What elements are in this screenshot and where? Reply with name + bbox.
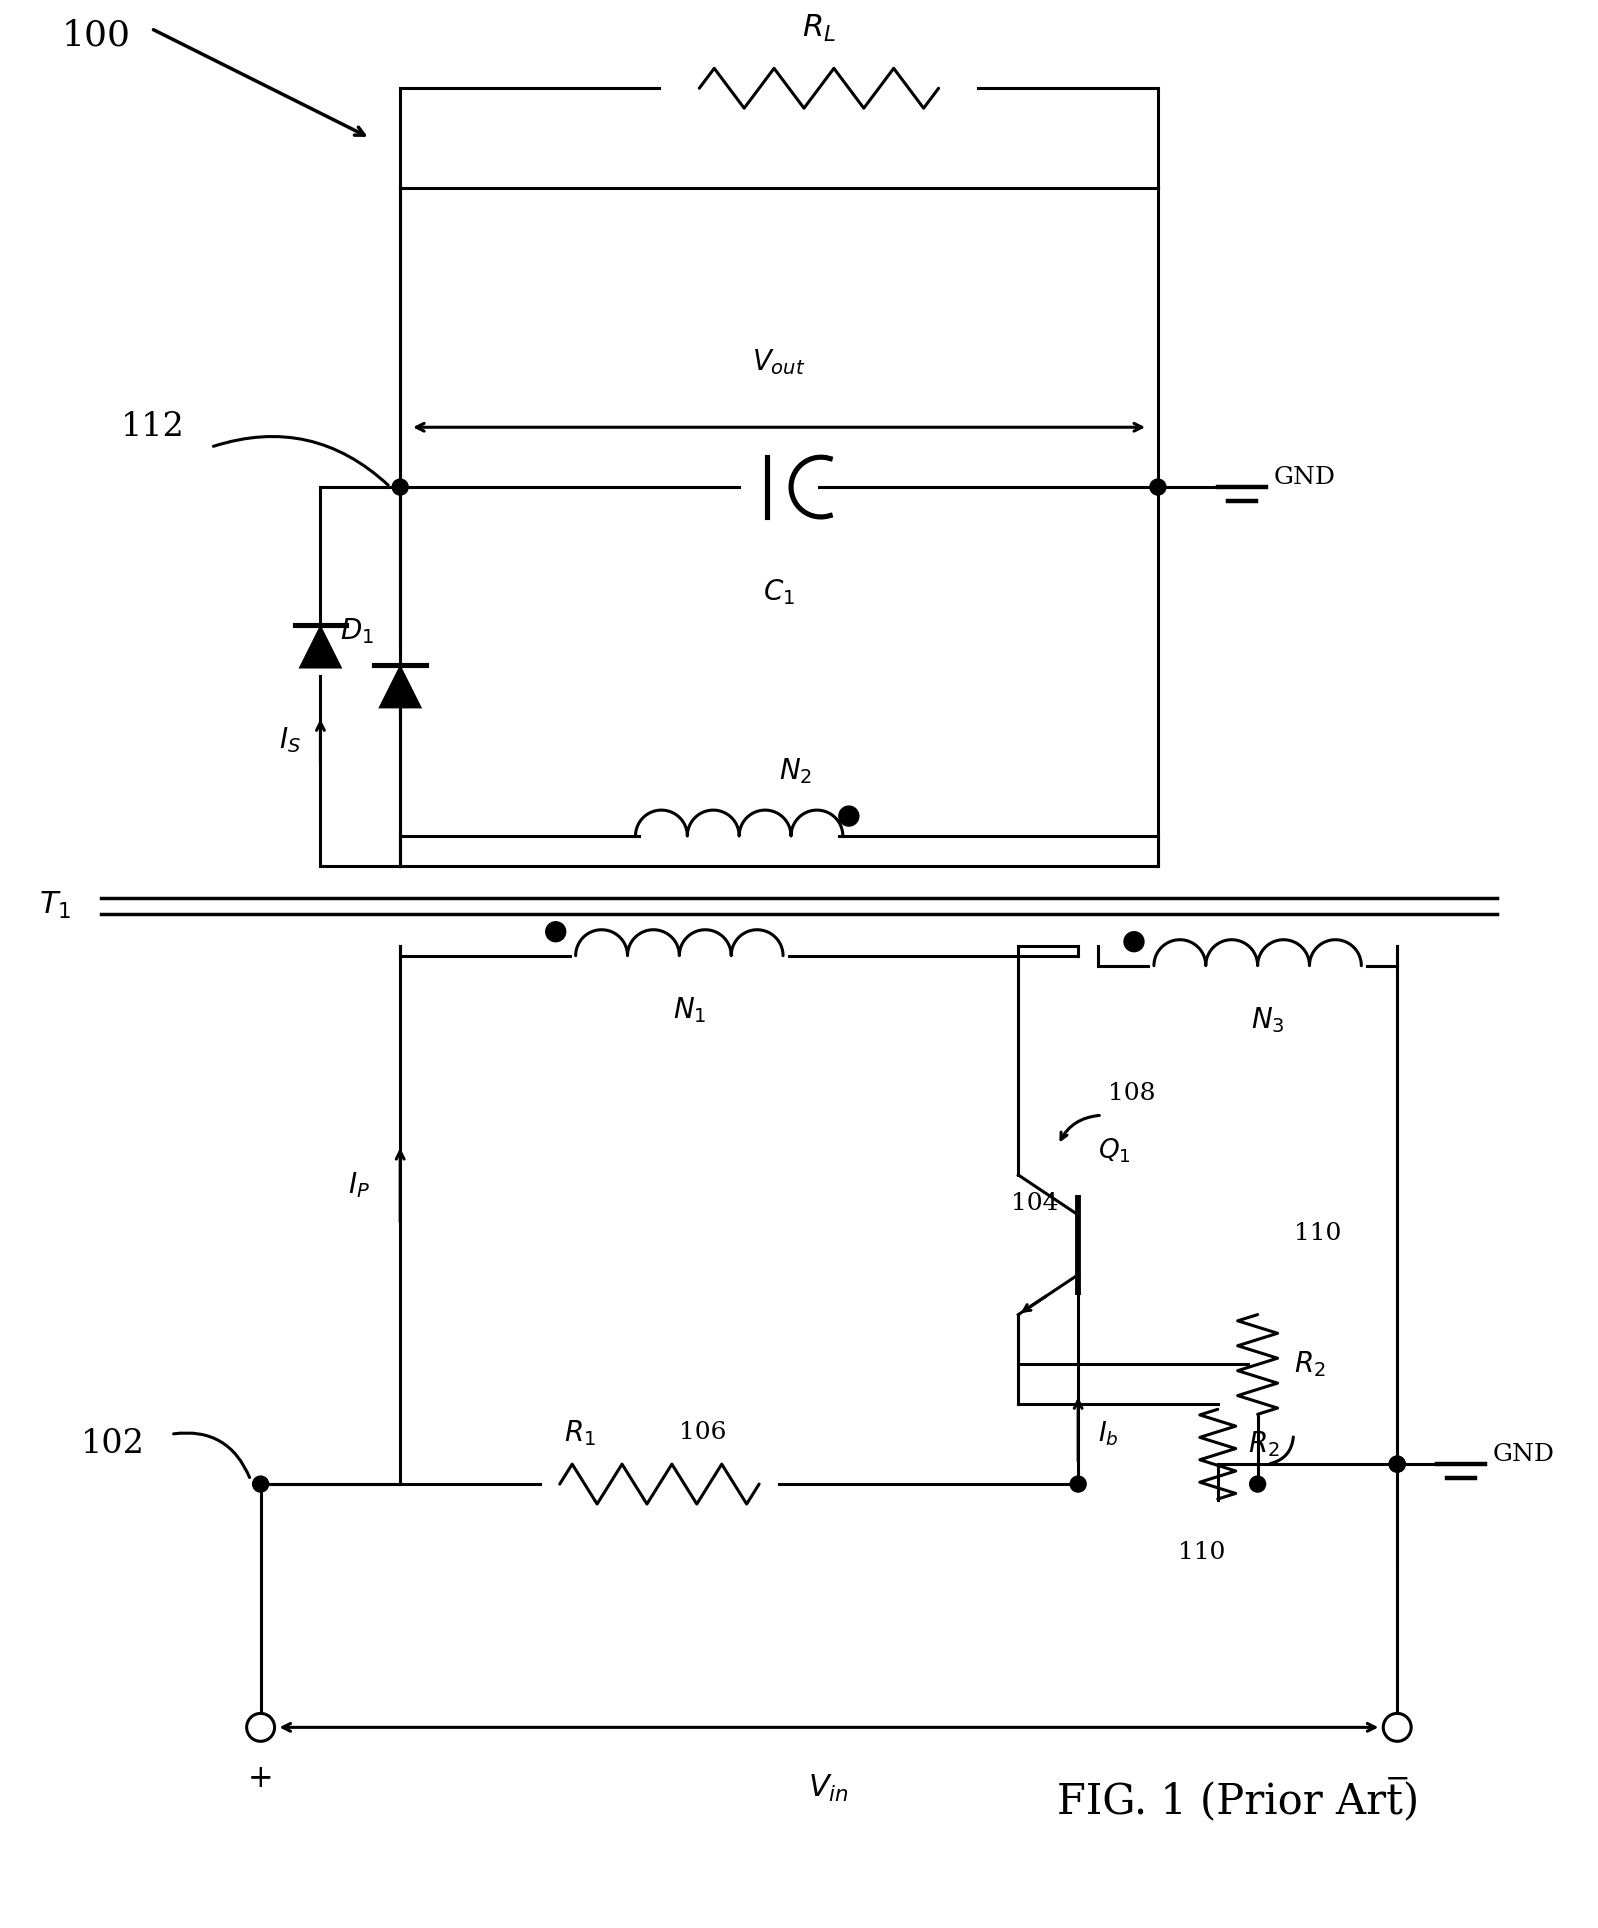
Circle shape: [1389, 1456, 1405, 1473]
Text: $D_1$: $D_1$: [340, 615, 374, 646]
Circle shape: [1071, 1477, 1087, 1492]
Circle shape: [252, 1477, 268, 1492]
Circle shape: [1250, 1477, 1266, 1492]
Text: 110: 110: [1293, 1222, 1341, 1245]
Text: $Q_1$: $Q_1$: [1098, 1136, 1131, 1165]
Text: $N_3$: $N_3$: [1251, 1006, 1285, 1035]
Text: 112: 112: [121, 411, 185, 443]
Text: $V_{out}$: $V_{out}$: [753, 347, 805, 378]
Text: $N_1$: $N_1$: [673, 995, 706, 1026]
Polygon shape: [379, 665, 422, 708]
Text: +: +: [248, 1764, 273, 1795]
Text: 102: 102: [81, 1429, 145, 1459]
Text: $N_2$: $N_2$: [780, 756, 812, 787]
Text: $C_1$: $C_1$: [764, 576, 796, 607]
Circle shape: [1123, 931, 1144, 952]
Text: $R_L$: $R_L$: [802, 13, 836, 44]
Circle shape: [1151, 478, 1167, 495]
Text: $V_{in}$: $V_{in}$: [809, 1774, 850, 1805]
Text: −: −: [1384, 1764, 1409, 1795]
Text: $I_P$: $I_P$: [348, 1170, 371, 1199]
Text: 100: 100: [61, 19, 129, 52]
Circle shape: [1389, 1456, 1405, 1473]
Text: GND: GND: [1274, 465, 1336, 488]
Polygon shape: [299, 625, 342, 669]
Text: $R_1$: $R_1$: [564, 1419, 596, 1448]
Text: $R_2$: $R_2$: [1248, 1429, 1280, 1459]
Circle shape: [547, 922, 566, 941]
Text: FIG. 1 (Prior Art): FIG. 1 (Prior Art): [1056, 1781, 1419, 1824]
Circle shape: [839, 806, 858, 825]
Text: 110: 110: [1178, 1540, 1226, 1564]
Text: 106: 106: [679, 1421, 727, 1444]
Circle shape: [246, 1714, 275, 1741]
Text: $I_b$: $I_b$: [1098, 1421, 1119, 1448]
Circle shape: [1384, 1714, 1411, 1741]
Text: 108: 108: [1107, 1082, 1155, 1105]
Text: 104: 104: [1010, 1192, 1058, 1215]
Text: $T_1$: $T_1$: [38, 891, 72, 922]
Text: $R_2$: $R_2$: [1293, 1350, 1325, 1379]
Text: $I_S$: $I_S$: [278, 725, 300, 756]
Circle shape: [392, 478, 407, 495]
Text: GND: GND: [1493, 1442, 1555, 1465]
